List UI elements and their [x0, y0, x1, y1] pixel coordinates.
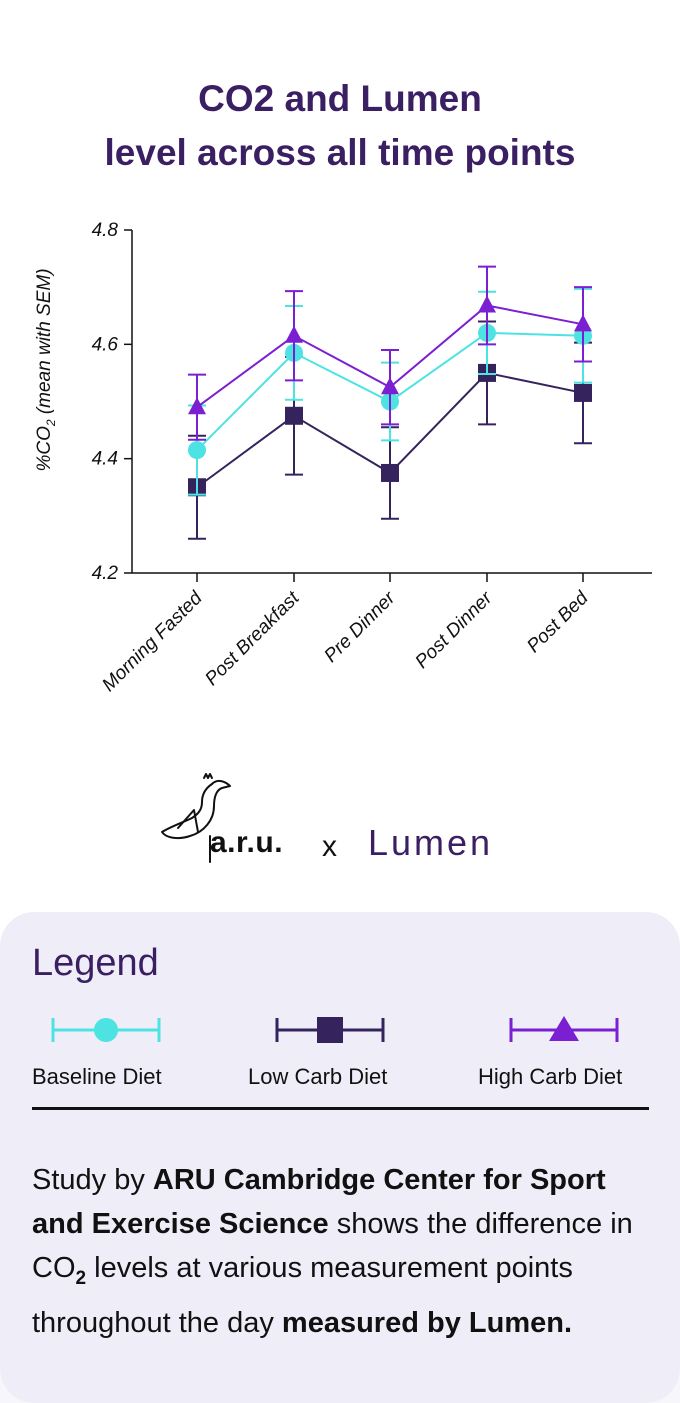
data-point-triangle: [478, 295, 496, 313]
legend-label-high-carb: High Carb Diet: [478, 1064, 623, 1089]
x-tick-label: Post Breakfast: [201, 587, 304, 690]
data-point-circle: [188, 441, 206, 460]
y-tick-label: 4.2: [92, 563, 119, 584]
y-axis-label-sub: 2: [44, 419, 58, 427]
y-axis-label: %CO2 (mean with SEM): [34, 268, 58, 471]
y-axis-label-post: (mean with SEM): [34, 268, 55, 419]
x-tick-label: Pre Dinner: [320, 587, 400, 667]
data-point-square: [574, 383, 592, 402]
y-tick-label: 4.8: [92, 220, 119, 241]
legend-divider: [32, 1107, 649, 1110]
y-tick-label: 4.6: [92, 334, 119, 355]
brand-separator: x: [322, 830, 337, 863]
data-point-triangle: [574, 314, 592, 332]
data-point-triangle: [188, 397, 206, 415]
legend-items: Baseline Diet Low Carb Diet High: [0, 1008, 680, 1098]
x-tick-label: Post Bed: [523, 587, 593, 657]
legend-panel: Legend Baseline Diet Low Carb Die: [0, 912, 680, 1403]
legend-swatch-triangle-icon: [509, 1016, 619, 1042]
x-tick-label: Morning Fasted: [98, 587, 207, 696]
legend-item-high-carb: High Carb Diet: [478, 1008, 622, 1089]
study-description: Study by ARU Cambridge Center for Sport …: [32, 1158, 652, 1345]
brand-logos: a.r.u. x Lumen: [0, 770, 680, 880]
lumen-logo-text: Lumen: [368, 822, 494, 863]
title-line-1: CO2 and Lumen: [198, 78, 482, 119]
aru-logo-text: a.r.u.: [210, 826, 284, 859]
legend-item-baseline: Baseline Diet: [32, 1008, 162, 1089]
legend-label-baseline: Baseline Diet: [32, 1064, 162, 1089]
y-tick-label: 4.4: [92, 449, 118, 470]
legend-title: Legend: [32, 942, 159, 984]
x-tick-label: Post Dinner: [411, 587, 497, 673]
legend-swatch-square-icon: [275, 1017, 385, 1043]
y-axis-label-pre: %CO: [34, 426, 55, 472]
legend-item-low-carb: Low Carb Diet: [248, 1008, 387, 1089]
title-line-2: level across all time points: [104, 132, 576, 173]
description-text-1: Study by: [32, 1164, 153, 1196]
legend-swatch-circle-icon: [51, 1018, 161, 1042]
description-bold-1: ARU Cambridge Center for Sport and Exerc…: [32, 1164, 606, 1240]
chart-series: [188, 265, 592, 540]
data-point-square: [285, 406, 303, 425]
description-subscript: 2: [75, 1267, 87, 1289]
page-title: CO2 and Lumen level across all time poin…: [0, 72, 680, 180]
legend-label-low-carb: Low Carb Diet: [248, 1064, 388, 1089]
heron-logo-icon: [161, 773, 231, 863]
data-point-square: [381, 463, 399, 482]
data-point-triangle: [381, 377, 399, 395]
description-text-3: levels at various measurement points thr…: [32, 1252, 573, 1339]
data-point-triangle: [285, 325, 303, 343]
series-high-carb-diet: [188, 265, 592, 441]
description-bold-2: measured by Lumen.: [281, 1306, 573, 1339]
description-text-2: shows the difference in CO: [32, 1208, 633, 1284]
